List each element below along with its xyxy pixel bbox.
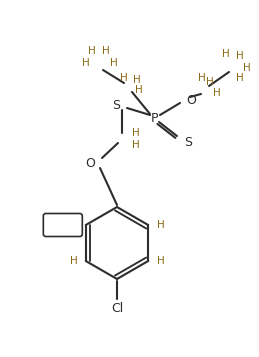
Text: H: H	[222, 49, 230, 59]
Text: Abs: Abs	[54, 220, 72, 230]
FancyBboxPatch shape	[43, 213, 82, 236]
Text: S: S	[112, 99, 120, 111]
Text: H: H	[157, 256, 165, 266]
Text: H: H	[110, 58, 118, 68]
Text: H: H	[132, 140, 140, 150]
Text: H: H	[132, 128, 140, 138]
Text: O: O	[186, 94, 196, 106]
Text: H: H	[102, 46, 110, 56]
Text: O: O	[85, 156, 95, 170]
Text: H: H	[82, 58, 90, 68]
Text: H: H	[70, 256, 78, 266]
Text: Cl: Cl	[111, 302, 123, 316]
Text: H: H	[88, 46, 96, 56]
Text: H: H	[198, 73, 206, 83]
Text: H: H	[213, 88, 221, 98]
Text: H: H	[157, 220, 165, 230]
Text: H: H	[243, 63, 251, 73]
Text: H: H	[133, 75, 141, 85]
Text: H: H	[236, 51, 244, 61]
Text: H: H	[120, 73, 128, 83]
Text: H: H	[206, 77, 214, 87]
Text: P: P	[151, 111, 159, 125]
Text: H: H	[135, 85, 143, 95]
Text: S: S	[184, 136, 192, 149]
Text: H: H	[236, 73, 244, 83]
